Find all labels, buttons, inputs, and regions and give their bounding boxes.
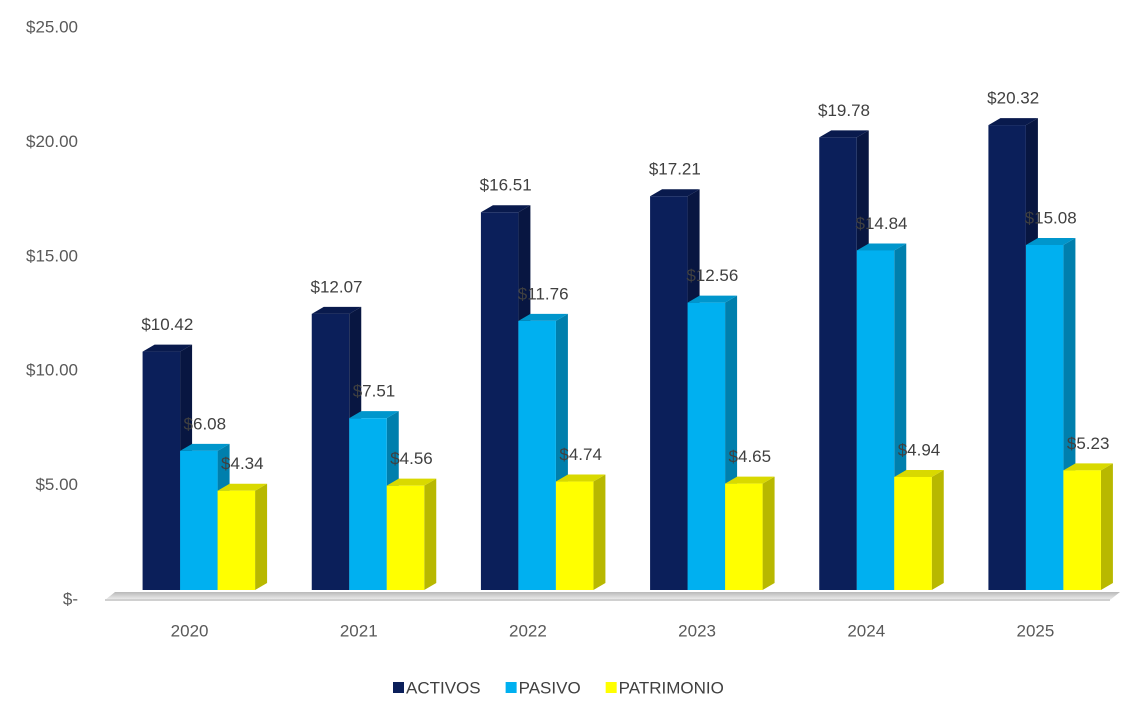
bar-top <box>725 476 775 484</box>
bar-top <box>1063 463 1113 471</box>
data-label: $12.56 <box>686 266 738 285</box>
legend-label: PASIVO <box>519 678 581 697</box>
data-label: $6.08 <box>184 414 227 433</box>
bar <box>1063 470 1101 590</box>
bar-3d <box>518 313 568 590</box>
bar-top <box>217 483 268 491</box>
bar-3d <box>217 483 268 590</box>
data-label: $4.65 <box>729 447 772 466</box>
x-tick-label: 2024 <box>847 621 885 640</box>
x-tick-label: 2022 <box>509 621 547 640</box>
bar <box>349 418 387 590</box>
data-label: $4.74 <box>559 445 602 464</box>
y-tick-label: $- <box>63 589 78 608</box>
data-label: $14.84 <box>856 214 908 233</box>
bar-3d <box>1025 237 1076 590</box>
bar-top <box>518 313 568 321</box>
bar-top <box>555 474 606 482</box>
x-tick-label: 2023 <box>678 621 716 640</box>
bar-top <box>311 306 362 314</box>
data-label: $20.32 <box>987 89 1039 108</box>
bar-top <box>819 130 869 138</box>
legend-label: ACTIVOS <box>406 678 481 697</box>
bar <box>650 196 688 590</box>
data-label: $16.51 <box>480 176 532 195</box>
bar <box>1025 244 1064 590</box>
bar-top <box>349 411 399 419</box>
bar-top <box>856 243 907 251</box>
bar <box>180 450 218 590</box>
y-tick-label: $5.00 <box>35 475 78 494</box>
y-tick-label: $25.00 <box>26 17 78 36</box>
data-label: $4.34 <box>221 454 264 473</box>
bar-side <box>1100 463 1113 590</box>
bar <box>217 490 256 590</box>
bar <box>311 313 350 590</box>
data-label: $4.56 <box>390 449 433 468</box>
bar-top <box>988 118 1038 126</box>
bar <box>555 481 594 590</box>
legend-swatch <box>393 682 404 693</box>
bar-side <box>424 478 437 590</box>
bar-top <box>480 205 531 213</box>
legend-swatch <box>605 682 617 693</box>
bar-top <box>180 443 230 451</box>
y-tick-label: $15.00 <box>26 246 78 265</box>
bar-top <box>1025 237 1076 245</box>
bar-top <box>894 469 944 477</box>
bar-3d <box>386 478 437 590</box>
data-label: $17.21 <box>649 160 701 179</box>
x-tick-label: 2025 <box>1017 621 1055 640</box>
bar <box>518 320 556 590</box>
data-label: $10.42 <box>141 315 193 334</box>
bar <box>687 302 726 590</box>
bar-top <box>650 189 700 197</box>
legend-label: PATRIMONIO <box>619 678 724 697</box>
floor <box>105 592 1120 600</box>
data-label: $12.07 <box>311 277 363 296</box>
bar-3d <box>1063 463 1113 590</box>
data-label: $11.76 <box>518 284 569 303</box>
y-tick-label: $10.00 <box>26 361 78 380</box>
data-label: $15.08 <box>1025 208 1077 227</box>
bar-side <box>762 476 775 590</box>
x-tick-label: 2020 <box>171 621 209 640</box>
bar-side <box>593 474 606 590</box>
bar <box>856 250 895 590</box>
legend-swatch <box>505 682 517 693</box>
bar-3d <box>555 474 606 590</box>
data-label: $5.23 <box>1067 434 1110 453</box>
bar-3d <box>725 476 775 590</box>
bar <box>142 351 181 590</box>
data-label: $4.94 <box>898 440 941 459</box>
bar <box>386 485 425 590</box>
bar-side <box>255 483 268 590</box>
bar <box>819 137 857 590</box>
bar-3d <box>894 469 944 590</box>
bar-top <box>687 295 738 303</box>
bar-top <box>386 478 437 486</box>
bar <box>725 483 763 590</box>
data-label: $7.51 <box>353 382 396 401</box>
bar <box>480 212 519 590</box>
x-tick-label: 2021 <box>340 621 378 640</box>
y-tick-label: $20.00 <box>26 132 78 151</box>
bar <box>988 125 1026 590</box>
bar-side <box>931 469 944 590</box>
data-label: $19.78 <box>818 101 870 120</box>
bar <box>894 476 932 590</box>
bar-top <box>142 344 193 352</box>
